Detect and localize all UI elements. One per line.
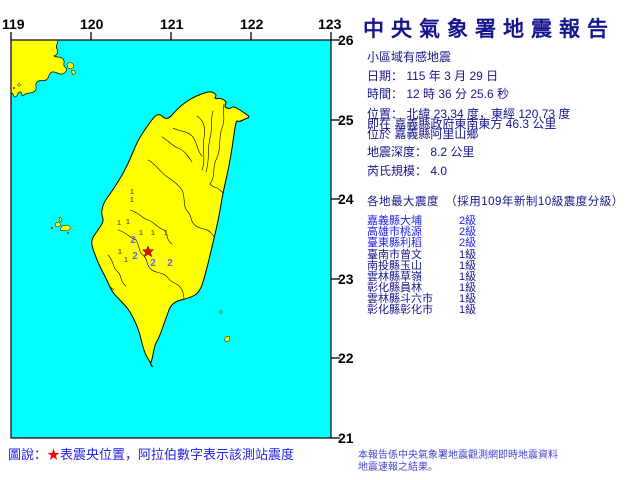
svg-text:1: 1 (151, 228, 155, 237)
svg-text:1: 1 (118, 247, 122, 256)
svg-text:1: 1 (117, 218, 121, 227)
svg-text:1: 1 (164, 228, 168, 237)
svg-text:1: 1 (126, 217, 130, 226)
svg-text:1: 1 (130, 195, 134, 204)
svg-text:1: 1 (124, 255, 128, 264)
svg-text:2: 2 (130, 235, 136, 246)
svg-text:1: 1 (139, 228, 143, 237)
svg-text:2: 2 (132, 251, 138, 262)
svg-text:2: 2 (167, 258, 173, 269)
svg-text:2: 2 (150, 258, 156, 269)
